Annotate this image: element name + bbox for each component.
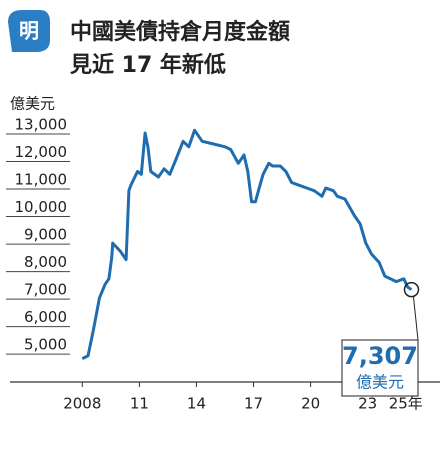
- annotation-box: [341, 339, 419, 397]
- logo: 明: [19, 19, 39, 43]
- annotation-unit: 億美元: [356, 373, 404, 392]
- y-tick-label: 9,000: [24, 226, 67, 244]
- y-tick-label: 13,000: [15, 116, 68, 134]
- x-tick-label: 14: [187, 395, 206, 413]
- y-tick-label: 12,000: [15, 143, 68, 161]
- x-tick-label: 25年: [389, 395, 423, 413]
- x-tick-label: 11: [130, 395, 149, 413]
- y-axis-label: 億美元: [10, 95, 55, 113]
- x-tick-label: 17: [244, 395, 263, 413]
- annotation-leader: [412, 296, 419, 341]
- y-tick-label: 10,000: [15, 198, 68, 216]
- annotation-value: 7,307: [342, 342, 418, 370]
- chart-title: 中國美債持倉月度金額: [70, 19, 290, 45]
- data-line: [81, 128, 413, 360]
- y-tick-label: 8,000: [24, 253, 67, 271]
- y-tick-label: 7,000: [24, 281, 67, 299]
- x-tick-label: 2008: [63, 395, 101, 413]
- x-tick-label: 20: [301, 395, 320, 413]
- y-tick-label: 5,000: [24, 336, 67, 354]
- chart-subtitle: 見近 17 年新低: [70, 52, 226, 78]
- x-tick-label: 23: [358, 395, 377, 413]
- y-tick-label: 11,000: [15, 171, 68, 189]
- logo-badge: [8, 10, 50, 52]
- annotation-marker: [403, 281, 420, 298]
- y-tick-label: 6,000: [24, 308, 67, 326]
